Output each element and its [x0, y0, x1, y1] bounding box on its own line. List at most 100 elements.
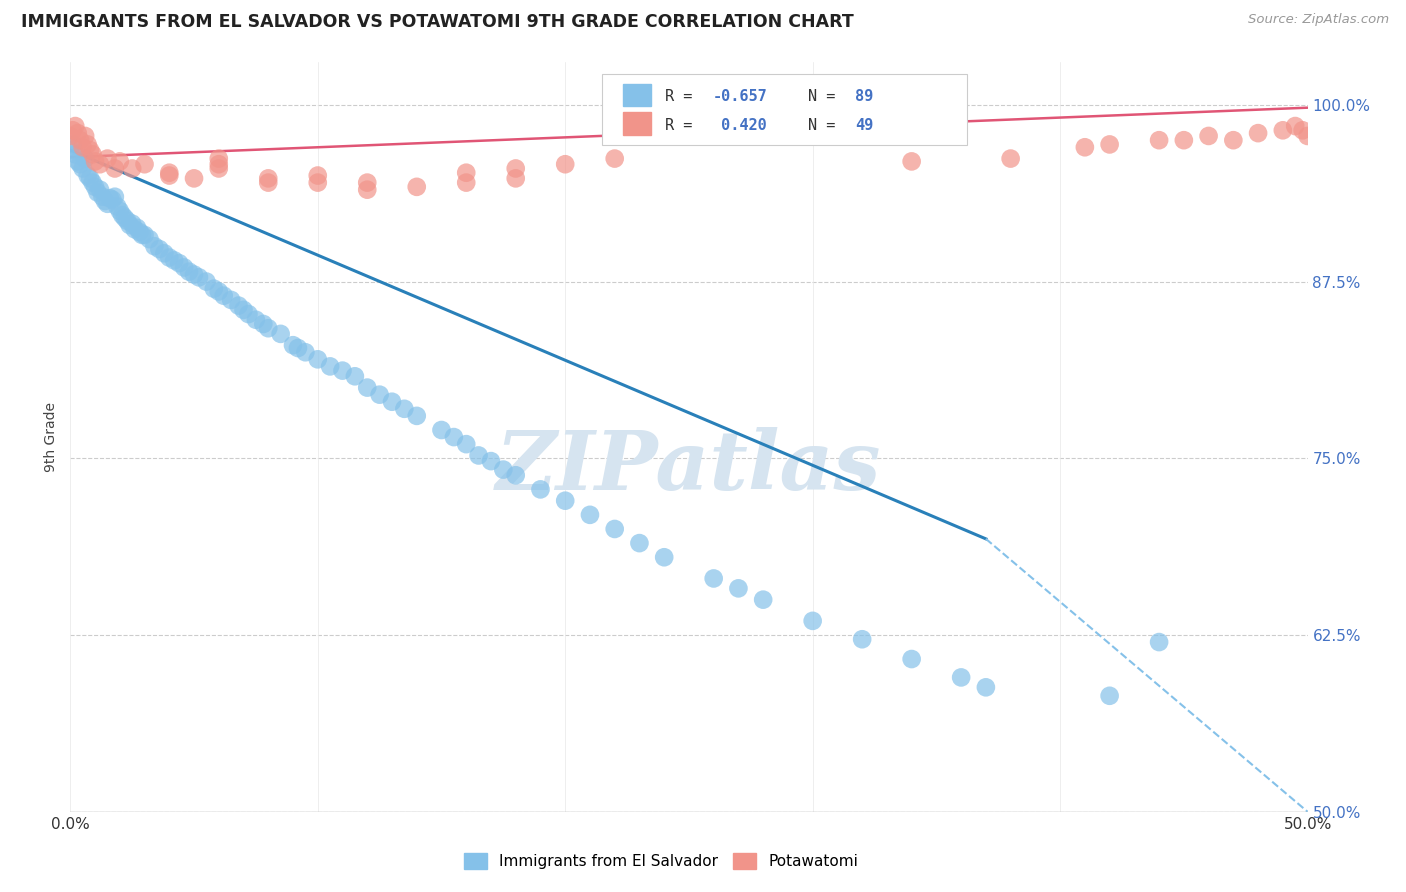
- Point: [98, 191, 121, 205]
- Point: [69, 157, 91, 171]
- Point: [89, 157, 111, 171]
- Point: [128, 225, 150, 239]
- Point: [1222, 133, 1244, 147]
- Point: [202, 282, 225, 296]
- Text: R =: R =: [665, 89, 702, 104]
- Point: [72, 161, 94, 176]
- Point: [101, 193, 124, 207]
- Text: 49: 49: [855, 118, 873, 133]
- Point: [1291, 123, 1313, 137]
- Point: [270, 326, 292, 341]
- Point: [900, 652, 922, 666]
- Point: [94, 194, 117, 208]
- Point: [381, 394, 404, 409]
- Point: [65, 147, 87, 161]
- Point: [195, 275, 218, 289]
- Point: [652, 550, 675, 565]
- Point: [62, 137, 84, 152]
- Point: [456, 176, 478, 190]
- Point: [62, 123, 84, 137]
- Point: [368, 387, 391, 401]
- Text: Source: ZipAtlas.com: Source: ZipAtlas.com: [1249, 13, 1389, 27]
- Point: [554, 493, 576, 508]
- Point: [75, 152, 97, 166]
- Point: [554, 157, 576, 171]
- Point: [443, 430, 465, 444]
- Point: [232, 302, 254, 317]
- Legend: Immigrants from El Salvador, Potawatomi: Immigrants from El Salvador, Potawatomi: [457, 847, 865, 875]
- Point: [727, 582, 749, 596]
- Point: [84, 154, 107, 169]
- Point: [121, 161, 143, 176]
- Point: [405, 409, 427, 423]
- Point: [900, 154, 922, 169]
- Point: [157, 166, 180, 180]
- Point: [974, 681, 997, 695]
- Point: [394, 401, 416, 416]
- Point: [82, 176, 104, 190]
- Point: [287, 341, 309, 355]
- Point: [65, 119, 87, 133]
- Point: [1098, 137, 1121, 152]
- Text: ZIPatlas: ZIPatlas: [496, 427, 882, 507]
- Point: [752, 592, 775, 607]
- Point: [356, 183, 378, 197]
- Point: [167, 256, 190, 270]
- Point: [219, 293, 242, 307]
- Point: [79, 171, 101, 186]
- Point: [343, 369, 366, 384]
- Bar: [623, 112, 651, 135]
- Point: [163, 253, 186, 268]
- Point: [950, 670, 973, 684]
- Point: [1147, 133, 1170, 147]
- Bar: [623, 84, 651, 106]
- Point: [505, 171, 527, 186]
- Point: [603, 522, 626, 536]
- Point: [105, 200, 128, 214]
- Point: [603, 152, 626, 166]
- Point: [84, 179, 107, 194]
- Point: [138, 232, 160, 246]
- Point: [143, 239, 166, 253]
- Point: [332, 364, 354, 378]
- Point: [153, 246, 176, 260]
- Point: [456, 166, 478, 180]
- Point: [281, 338, 304, 352]
- Point: [467, 449, 489, 463]
- Point: [294, 345, 316, 359]
- Point: [505, 468, 527, 483]
- Point: [456, 437, 478, 451]
- Point: [75, 128, 97, 143]
- Text: N =: N =: [807, 89, 844, 104]
- Point: [405, 179, 427, 194]
- Point: [134, 227, 156, 242]
- Text: IMMIGRANTS FROM EL SALVADOR VS POTAWATOMI 9TH GRADE CORRELATION CHART: IMMIGRANTS FROM EL SALVADOR VS POTAWATOM…: [21, 13, 853, 31]
- Point: [183, 268, 205, 282]
- Point: [148, 242, 170, 256]
- Point: [529, 483, 551, 497]
- Point: [89, 183, 111, 197]
- Point: [257, 171, 280, 186]
- Point: [307, 176, 329, 190]
- Point: [134, 157, 156, 171]
- Point: [257, 321, 280, 335]
- Point: [801, 614, 824, 628]
- Text: N =: N =: [807, 118, 844, 133]
- Point: [66, 154, 89, 169]
- Point: [1271, 123, 1294, 137]
- Point: [91, 190, 114, 204]
- Point: [319, 359, 342, 374]
- Point: [430, 423, 453, 437]
- Point: [579, 508, 602, 522]
- Point: [1098, 689, 1121, 703]
- Point: [1247, 126, 1270, 140]
- Point: [1074, 140, 1097, 154]
- Point: [157, 169, 180, 183]
- Point: [208, 161, 231, 176]
- Point: [208, 285, 231, 299]
- Point: [851, 632, 873, 647]
- Point: [115, 214, 138, 228]
- Point: [72, 140, 94, 154]
- Point: [104, 190, 127, 204]
- Point: [307, 352, 329, 367]
